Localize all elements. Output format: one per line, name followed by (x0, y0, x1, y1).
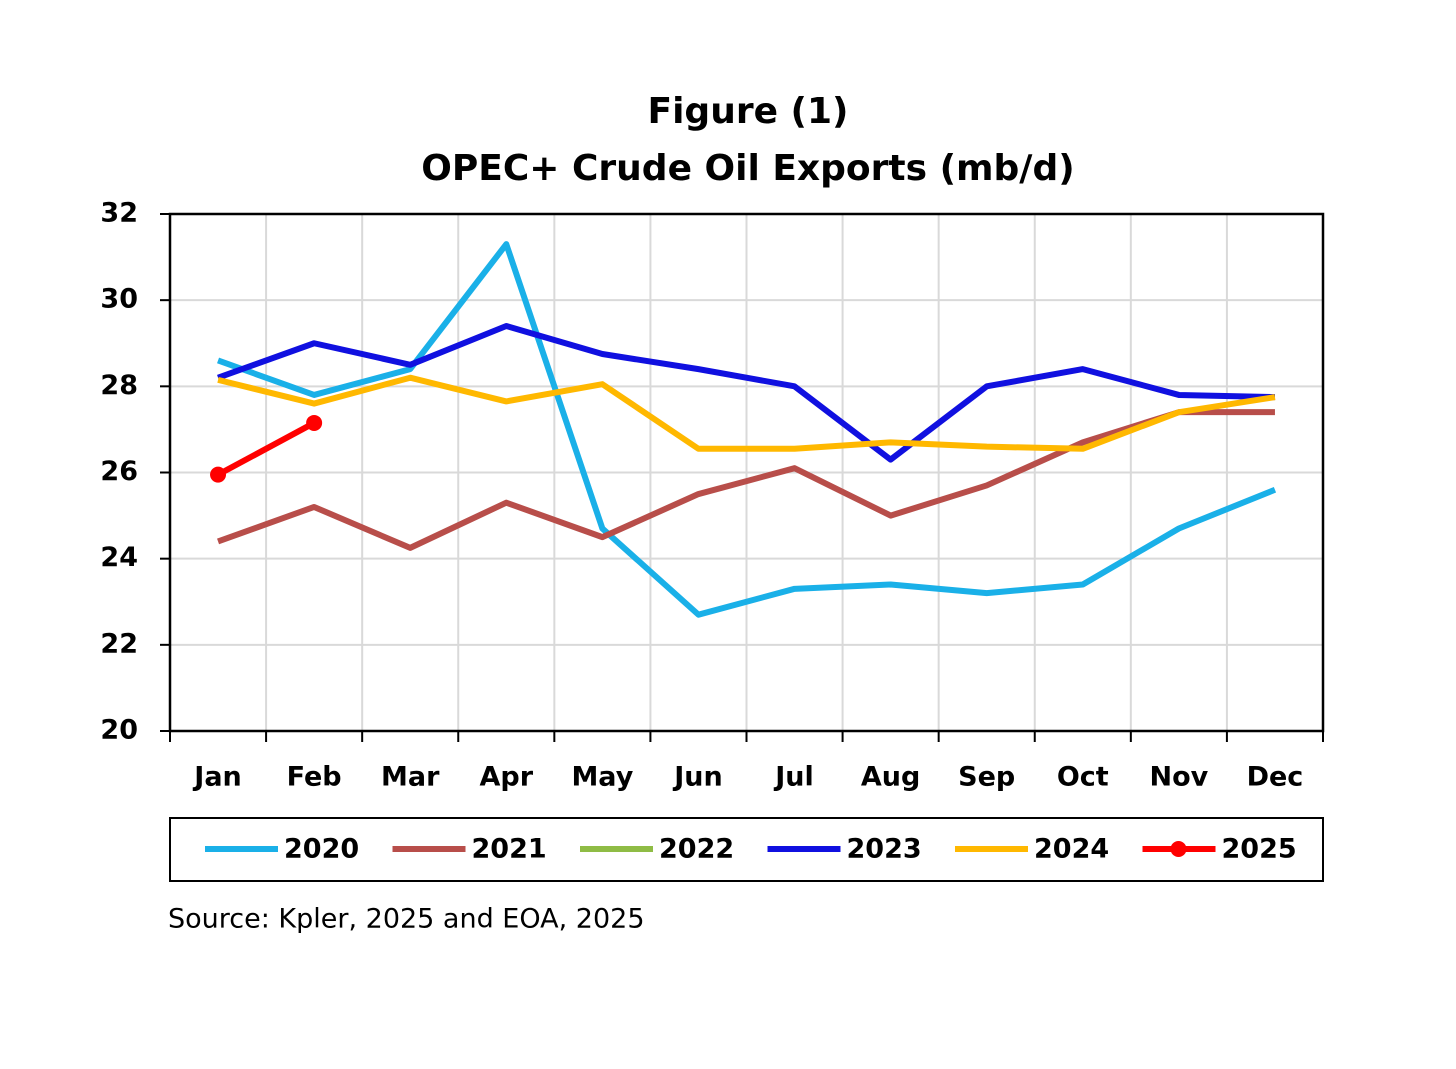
legend-label: 2023 (847, 834, 922, 865)
x-tick-label: May (571, 762, 633, 793)
legend-label: 2020 (284, 834, 359, 865)
chart-title: Figure (1) (648, 91, 849, 132)
x-tick-label: Nov (1150, 762, 1209, 793)
x-tick-label: Sep (958, 762, 1015, 793)
series-line (217, 323, 1276, 463)
y-tick-label: 24 (100, 542, 138, 573)
x-tick-label: Feb (287, 762, 342, 793)
x-tick-label: Oct (1057, 762, 1109, 793)
y-tick-label: 30 (100, 284, 138, 315)
chart-subtitle: OPEC+ Crude Oil Exports (mb/d) (421, 148, 1074, 189)
legend-label: 2024 (1034, 834, 1109, 865)
x-tick-label: Jul (773, 762, 814, 793)
y-tick-label: 32 (100, 198, 138, 229)
source-note: Source: Kpler, 2025 and EOA, 2025 (168, 904, 645, 935)
legend-box (169, 817, 1324, 882)
series-line (217, 374, 1276, 452)
x-tick-label: Aug (861, 762, 920, 793)
series-marker (210, 466, 227, 483)
legend-label: 2025 (1222, 834, 1297, 865)
legend-marker (1170, 841, 1187, 857)
y-tick-label: 22 (100, 628, 138, 659)
x-tick-label: Jan (192, 762, 242, 793)
x-tick-label: Apr (480, 762, 534, 793)
y-tick-label: 20 (100, 715, 138, 746)
x-tick-label: Mar (381, 762, 440, 793)
y-tick-label: 28 (100, 370, 138, 401)
series-line (216, 420, 316, 478)
y-tick-label: 26 (100, 456, 138, 487)
legend-label: 2021 (472, 834, 547, 865)
series-line (217, 409, 1275, 551)
legend-label: 2022 (659, 834, 734, 865)
plot-frame (168, 212, 1325, 733)
x-tick-label: Dec (1247, 762, 1304, 793)
series-marker (306, 414, 323, 431)
series-line (217, 241, 1277, 618)
x-tick-label: Jun (672, 762, 723, 793)
